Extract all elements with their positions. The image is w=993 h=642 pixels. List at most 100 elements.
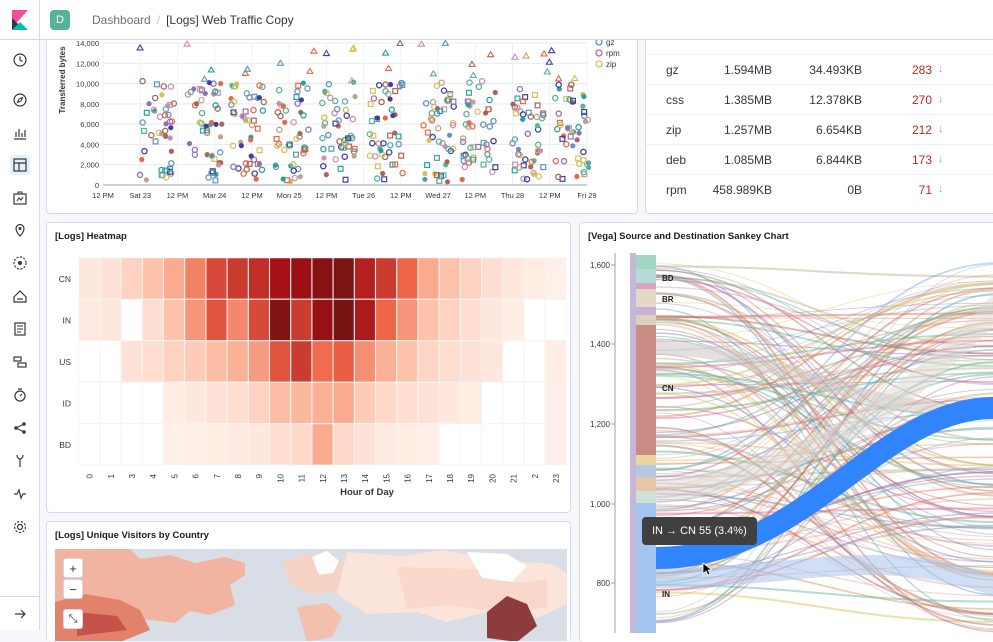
- heatmap-cell[interactable]: [375, 382, 397, 424]
- sort-arrow-icon[interactable]: ↓: [938, 183, 944, 195]
- heatmap-cell[interactable]: [545, 423, 567, 466]
- heatmap-cell[interactable]: [290, 382, 312, 424]
- canvas-icon[interactable]: [10, 188, 30, 208]
- sankey-flow[interactable]: [655, 312, 993, 318]
- sankey-flow[interactable]: [655, 282, 993, 408]
- dashboard-icon[interactable]: [10, 155, 30, 175]
- heatmap-cell[interactable]: [227, 423, 249, 466]
- heatmap-cell[interactable]: [142, 299, 164, 341]
- heatmap-cell[interactable]: [460, 382, 482, 424]
- heatmap-cell[interactable]: [354, 382, 376, 424]
- sankey-flow[interactable]: [655, 444, 993, 615]
- dev-tools-icon[interactable]: [10, 451, 30, 471]
- sankey-flow[interactable]: [655, 308, 993, 621]
- heatmap-cell[interactable]: [311, 340, 334, 383]
- heatmap-cell[interactable]: [311, 299, 334, 341]
- map-zoom-in-button[interactable]: +: [63, 558, 83, 578]
- heatmap-cell[interactable]: [205, 423, 228, 466]
- sankey-node-segment[interactable]: [636, 307, 656, 315]
- heatmap-cell[interactable]: [121, 340, 143, 383]
- heatmap-cell[interactable]: [333, 340, 355, 383]
- count-cell[interactable]: 212: [911, 123, 932, 137]
- space-avatar[interactable]: D: [50, 9, 70, 30]
- sankey-node-segment[interactable]: [636, 289, 656, 307]
- sankey-flow[interactable]: [655, 362, 993, 573]
- maps-icon[interactable]: [10, 220, 30, 240]
- sankey-node-segment[interactable]: [636, 255, 656, 269]
- sankey-flow[interactable]: [655, 310, 993, 436]
- heatmap-cell[interactable]: [163, 257, 185, 300]
- heatmap-cell[interactable]: [481, 423, 503, 466]
- heatmap-cell[interactable]: [311, 257, 334, 300]
- heatmap-cell[interactable]: [523, 423, 546, 466]
- heatmap-cell[interactable]: [290, 423, 312, 466]
- heatmap-cell[interactable]: [460, 257, 482, 300]
- legend-label[interactable]: gz: [606, 40, 614, 47]
- heatmap-cell[interactable]: [545, 257, 567, 300]
- sankey-flow[interactable]: [655, 308, 993, 512]
- heatmap-cell[interactable]: [269, 340, 291, 383]
- heatmap-cell[interactable]: [502, 423, 524, 466]
- heatmap-cell[interactable]: [481, 340, 503, 383]
- sankey-flow[interactable]: [655, 374, 993, 441]
- heatmap-cell[interactable]: [99, 299, 122, 341]
- sankey-flow[interactable]: [654, 295, 993, 504]
- heatmap-cell[interactable]: [460, 340, 482, 383]
- heatmap-cell[interactable]: [333, 423, 355, 466]
- sankey-flow[interactable]: [655, 293, 993, 622]
- sankey-flow[interactable]: [655, 560, 993, 610]
- heatmap-cell[interactable]: [523, 340, 546, 383]
- sankey-flow[interactable]: [655, 396, 993, 437]
- heatmap-cell[interactable]: [184, 382, 206, 424]
- heatmap-cell[interactable]: [99, 382, 122, 424]
- heatmap-cell[interactable]: [354, 340, 376, 383]
- breadcrumb-dashboard-link[interactable]: Dashboard: [92, 12, 151, 27]
- heatmap-cell[interactable]: [248, 340, 270, 383]
- heatmap-cell[interactable]: [502, 382, 524, 424]
- heatmap-cell[interactable]: [99, 257, 122, 300]
- sankey-flow[interactable]: [655, 280, 993, 399]
- legend-label[interactable]: rpm: [606, 49, 620, 58]
- heatmap-cell[interactable]: [184, 423, 206, 466]
- ml-icon[interactable]: [10, 253, 30, 273]
- sankey-flow[interactable]: [655, 316, 993, 518]
- collapse-nav-button[interactable]: [0, 596, 40, 630]
- heatmap-cell[interactable]: [417, 382, 440, 424]
- sankey-node-segment[interactable]: [636, 465, 656, 477]
- sankey-flow[interactable]: [655, 282, 993, 418]
- heatmap-cell[interactable]: [354, 299, 376, 341]
- sankey-flow[interactable]: [655, 281, 993, 340]
- sankey-flow[interactable]: [655, 267, 993, 386]
- heatmap-cell[interactable]: [78, 299, 100, 341]
- heatmap-cell[interactable]: [396, 299, 418, 341]
- heatmap-cell[interactable]: [523, 257, 546, 300]
- heatmap-cell[interactable]: [205, 257, 228, 300]
- heatmap-cell[interactable]: [78, 340, 100, 383]
- heatmap-cell[interactable]: [354, 257, 376, 300]
- heatmap-cell[interactable]: [269, 299, 291, 341]
- map-fit-bounds-button[interactable]: ⤡: [63, 609, 83, 629]
- sankey-flow[interactable]: [655, 317, 993, 466]
- heatmap-cell[interactable]: [523, 382, 546, 424]
- sankey-flow[interactable]: [655, 276, 993, 347]
- sankey-flow[interactable]: [655, 488, 993, 616]
- sankey-flow[interactable]: [655, 398, 993, 439]
- sankey-flow[interactable]: [655, 275, 993, 474]
- heatmap-cell[interactable]: [417, 257, 440, 300]
- heatmap-cell[interactable]: [333, 382, 355, 424]
- heatmap-cell[interactable]: [396, 340, 418, 383]
- heatmap-cell[interactable]: [502, 257, 524, 300]
- world-map[interactable]: [47, 522, 571, 641]
- heatmap-cell[interactable]: [545, 340, 567, 383]
- heatmap-cell[interactable]: [99, 340, 122, 383]
- heatmap-cell[interactable]: [269, 382, 291, 424]
- sankey-flow[interactable]: [655, 303, 993, 319]
- heatmap-cell[interactable]: [248, 299, 270, 341]
- sankey-flow[interactable]: [655, 302, 993, 329]
- infra-icon[interactable]: [10, 286, 30, 306]
- sankey-flow[interactable]: [655, 515, 993, 592]
- heatmap-cell[interactable]: [227, 257, 249, 300]
- kibana-logo[interactable]: [0, 0, 40, 40]
- sankey-flow[interactable]: [655, 274, 993, 574]
- heatmap-cell[interactable]: [417, 340, 440, 383]
